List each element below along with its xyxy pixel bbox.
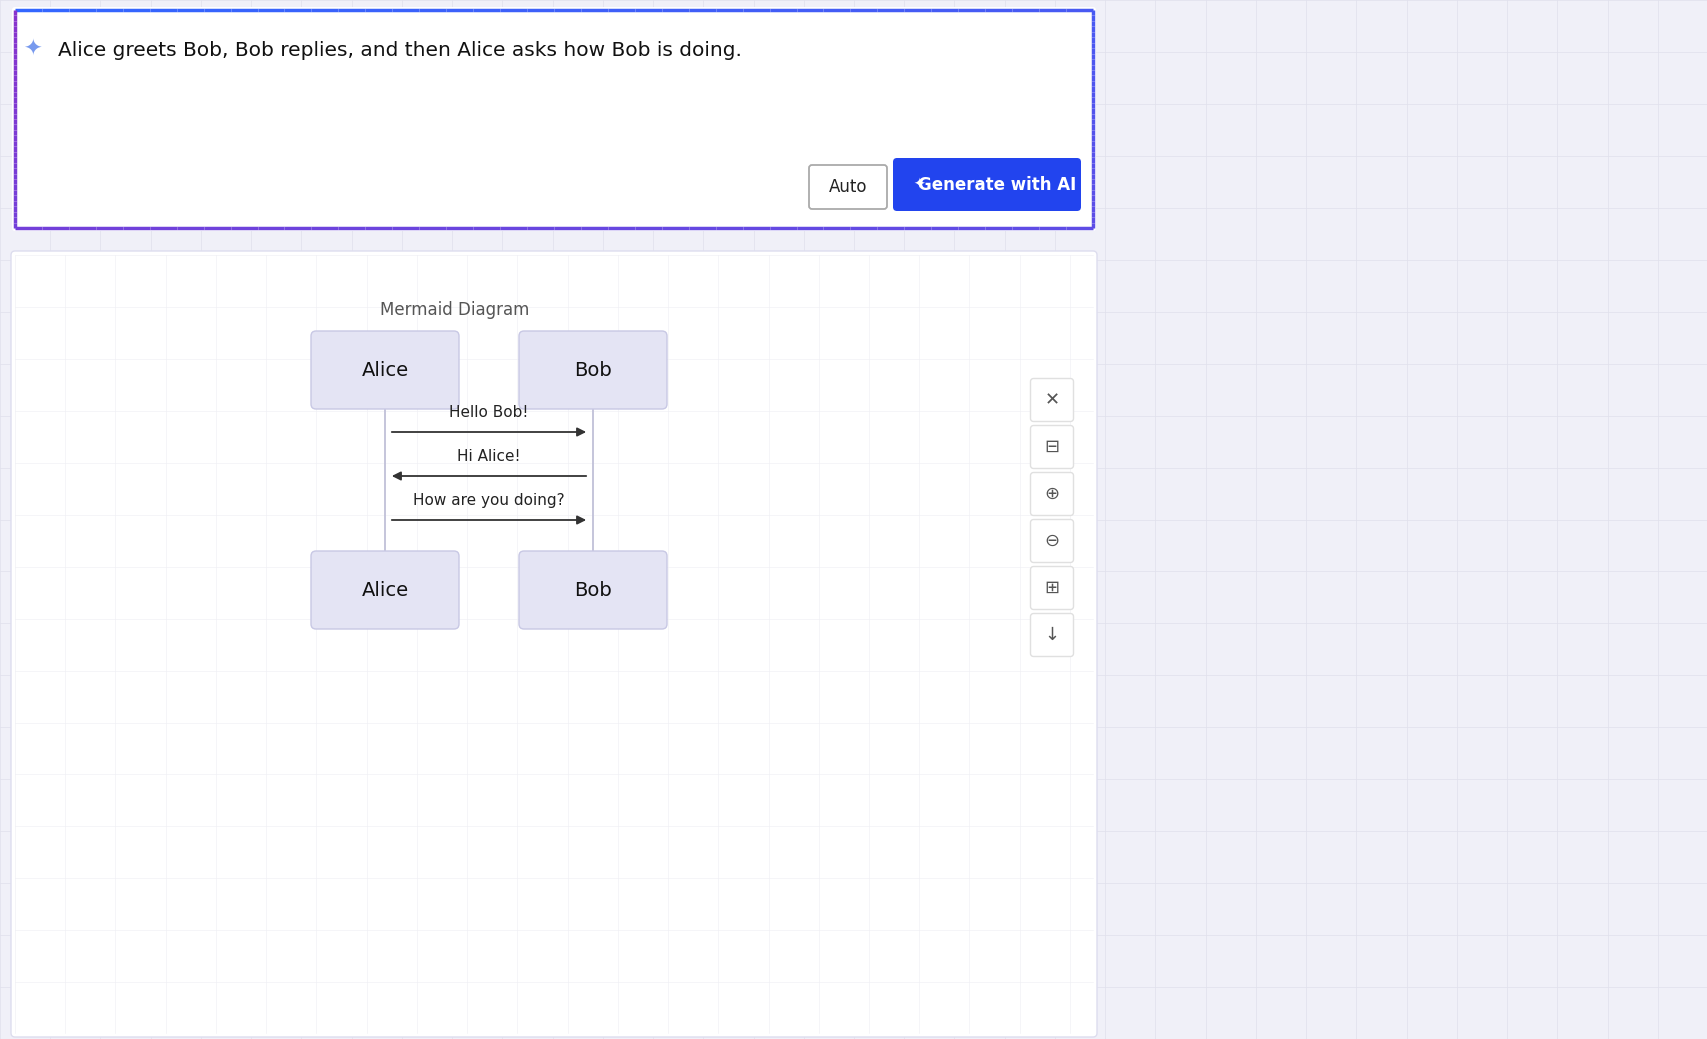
Text: Hi Alice!: Hi Alice! (457, 449, 521, 464)
Text: How are you doing?: How are you doing? (413, 492, 565, 508)
Text: ⊞: ⊞ (1043, 579, 1058, 597)
FancyBboxPatch shape (311, 551, 459, 629)
Text: ✦: ✦ (913, 178, 923, 191)
FancyBboxPatch shape (1029, 426, 1074, 469)
Text: ⊖: ⊖ (1043, 532, 1058, 550)
FancyBboxPatch shape (311, 331, 459, 409)
Text: Auto: Auto (828, 178, 867, 196)
Text: Mermaid Diagram: Mermaid Diagram (381, 301, 529, 319)
Text: ⊕: ⊕ (1043, 485, 1058, 503)
FancyBboxPatch shape (1029, 378, 1074, 422)
FancyBboxPatch shape (1029, 520, 1074, 562)
FancyBboxPatch shape (1029, 613, 1074, 657)
Text: Alice: Alice (362, 581, 408, 600)
Text: ⊟: ⊟ (1043, 438, 1058, 456)
FancyBboxPatch shape (12, 7, 1096, 231)
Text: Bob: Bob (574, 361, 611, 379)
Text: Alice greets Bob, Bob replies, and then Alice asks how Bob is doing.: Alice greets Bob, Bob replies, and then … (58, 41, 741, 59)
FancyBboxPatch shape (893, 158, 1081, 211)
Text: Alice: Alice (362, 361, 408, 379)
Text: Hello Bob!: Hello Bob! (449, 405, 529, 420)
Text: ✦: ✦ (22, 39, 41, 60)
FancyBboxPatch shape (519, 331, 667, 409)
Text: Generate with AI: Generate with AI (917, 176, 1075, 193)
Text: Bob: Bob (574, 581, 611, 600)
FancyBboxPatch shape (1029, 566, 1074, 610)
Text: ↓: ↓ (1043, 627, 1058, 644)
Text: ✕: ✕ (1043, 391, 1058, 409)
FancyBboxPatch shape (519, 551, 667, 629)
FancyBboxPatch shape (809, 165, 886, 209)
FancyBboxPatch shape (1029, 473, 1074, 515)
FancyBboxPatch shape (10, 251, 1096, 1037)
